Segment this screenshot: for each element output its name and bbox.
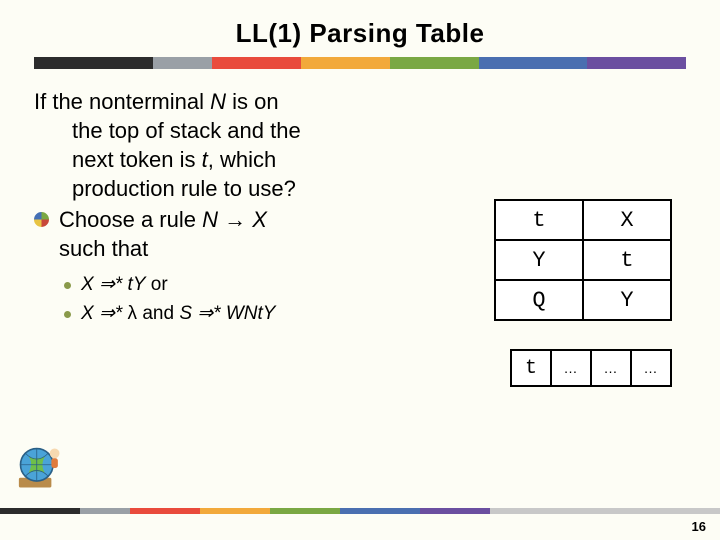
b1-line2: such that [59, 236, 148, 261]
cell: X [583, 200, 671, 240]
p1-l3a: next token is t, which [34, 145, 276, 174]
sub-bullet-1: X ⇒* tY or [64, 271, 412, 300]
cell: Q [495, 280, 583, 320]
left-column: If the nonterminal N is on the top of st… [34, 87, 412, 387]
sub-bullets: X ⇒* tY or X ⇒* λ and S ⇒* WNtY [34, 271, 412, 328]
page-number: 16 [692, 519, 706, 534]
b1-pre: Choose a rule [59, 207, 202, 232]
cell: t [583, 240, 671, 280]
cell: … [631, 350, 671, 386]
table-row: tX [495, 200, 671, 240]
title-underline [34, 57, 686, 69]
sb2-last: Y [263, 303, 276, 324]
p1-t1: If the nonterminal [34, 89, 210, 114]
p1-italic-N: N [210, 89, 226, 114]
dot-icon [64, 311, 71, 318]
sb2-lambda: λ [128, 303, 138, 324]
paragraph-1: If the nonterminal N is on the top of st… [34, 87, 412, 203]
pie-bullet-icon [34, 212, 49, 227]
slide-title: LL(1) Parsing Table [34, 18, 686, 49]
dot-icon [64, 282, 71, 289]
bullet-1-text: Choose a rule N → X such that [59, 205, 267, 263]
sb1-xpart: X ⇒* [81, 274, 128, 295]
table-row: t … … … [511, 350, 671, 386]
cell: t [495, 200, 583, 240]
cell: Y [583, 280, 671, 320]
content-area: If the nonterminal N is on the top of st… [34, 87, 686, 387]
sb2-x: X ⇒* [81, 303, 128, 324]
sub-bullet-2: X ⇒* λ and S ⇒* WNtY [64, 300, 412, 329]
table-row: QY [495, 280, 671, 320]
right-column: tX Yt QY t … … … [422, 87, 686, 387]
sb1-text: X ⇒* tY or [81, 271, 168, 300]
cell: Y [495, 240, 583, 280]
input-table: t … … … [510, 349, 672, 387]
stack-table: tX Yt QY [494, 199, 672, 321]
cell: … [551, 350, 591, 386]
p1-l2: the top of stack and the [34, 116, 301, 145]
sb2-text: X ⇒* λ and S ⇒* WNtY [81, 300, 275, 329]
b1-expr: N → X [202, 207, 267, 232]
cell: … [591, 350, 631, 386]
sb1-or: or [146, 274, 168, 295]
sb2-s: S ⇒* WNt [179, 303, 262, 324]
footer-bar [0, 508, 720, 514]
globe-icon [14, 442, 66, 494]
table-row: Yt [495, 240, 671, 280]
sb2-and: and [137, 303, 179, 324]
bullet-1: Choose a rule N → X such that [34, 205, 412, 263]
sb1-Y: Y [133, 274, 146, 295]
p1-t2: is on [226, 89, 279, 114]
p1-t3: next token is [72, 147, 202, 172]
p1-t4: , which [208, 147, 276, 172]
cell: t [511, 350, 551, 386]
p1-l4: production rule to use? [34, 174, 296, 203]
